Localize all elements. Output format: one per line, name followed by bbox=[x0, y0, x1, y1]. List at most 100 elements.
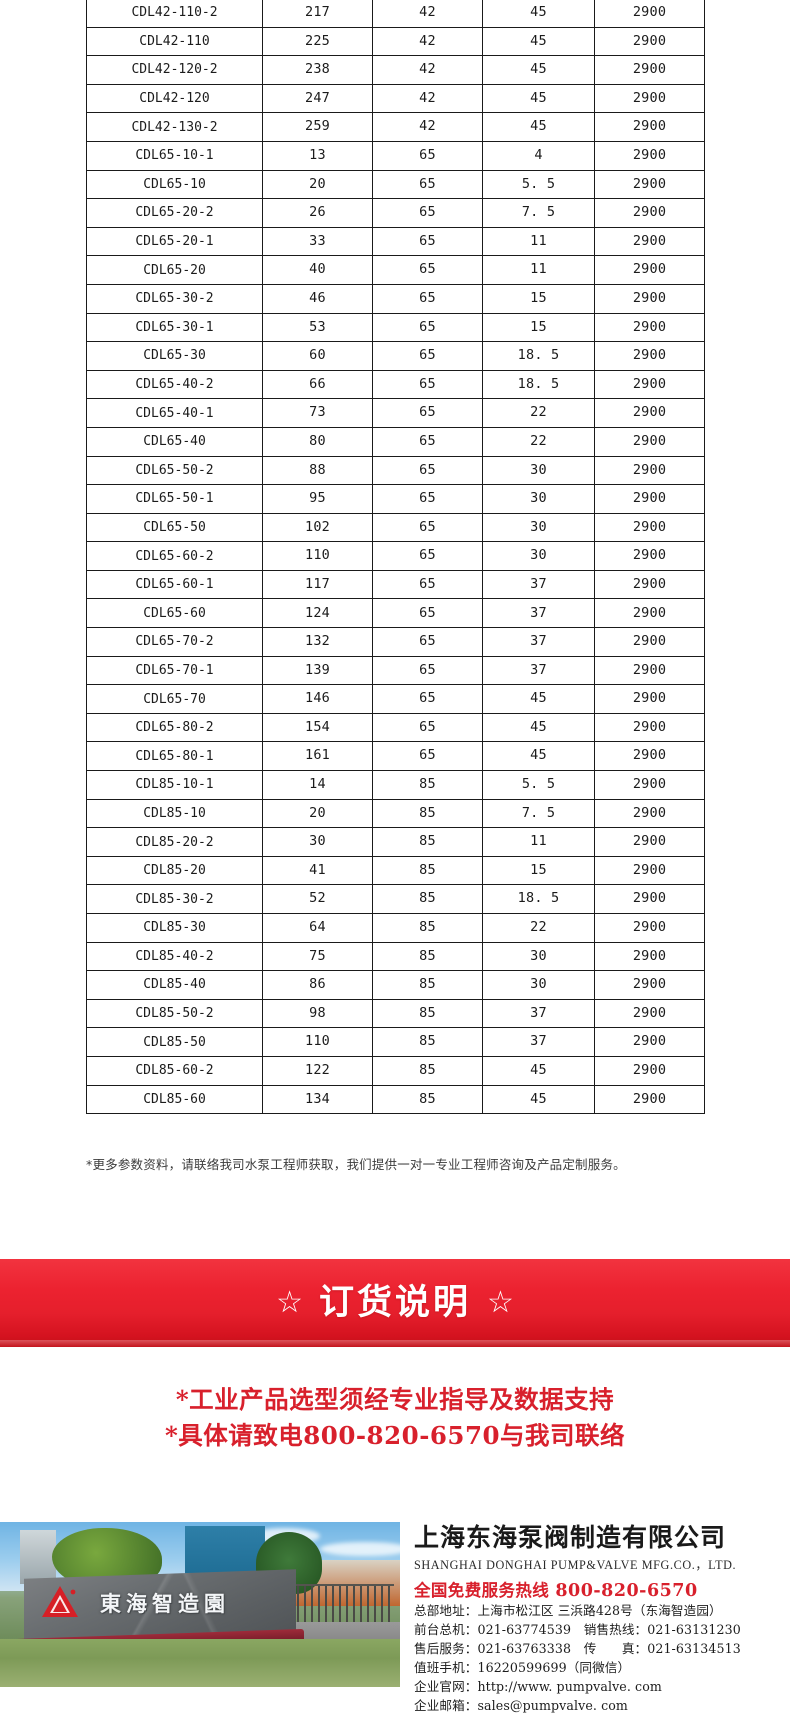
cell-model: CDL65-70 bbox=[86, 684, 263, 714]
table-row: CDL42-120 247 42 45 2900 bbox=[86, 83, 705, 114]
cell-value: 64 bbox=[262, 913, 373, 943]
cell-value: 18. 5 bbox=[482, 341, 595, 371]
cell-value: 45 bbox=[482, 0, 595, 28]
table-row: CDL65-10 20 65 5. 5 2900 bbox=[86, 169, 705, 200]
cell-value: 2900 bbox=[594, 569, 705, 600]
cell-value: 65 bbox=[372, 169, 483, 200]
table-row: CDL65-70 146 65 45 2900 bbox=[86, 684, 705, 714]
cell-model: CDL42-130-2 bbox=[86, 112, 263, 142]
cell-value: 124 bbox=[262, 598, 373, 629]
table-row: CDL65-70-1 139 65 37 2900 bbox=[86, 655, 705, 686]
photo-white-building bbox=[20, 1530, 56, 1584]
cell-value: 33 bbox=[262, 226, 373, 257]
cell-value: 146 bbox=[262, 684, 373, 714]
cell-model: CDL42-120 bbox=[86, 83, 263, 114]
table-row: CDL65-40-1 73 65 22 2900 bbox=[86, 398, 705, 428]
cell-value: 2900 bbox=[594, 484, 705, 514]
cell-value: 5. 5 bbox=[482, 770, 595, 800]
photo-sign-text: 東海智造園 bbox=[100, 1592, 230, 1616]
table-row: CDL65-80-1 161 65 45 2900 bbox=[86, 741, 705, 772]
page-footer: 東海智造園 上海东海泵阀制造有限公司 SHANGHAI DONGHAI PUMP… bbox=[0, 1522, 790, 1733]
cell-value: 15 bbox=[482, 283, 595, 314]
table-row: CDL85-40-2 75 85 30 2900 bbox=[86, 941, 705, 972]
cell-value: 45 bbox=[482, 112, 595, 142]
cell-value: 22 bbox=[482, 913, 595, 943]
cell-model: CDL65-50-1 bbox=[86, 484, 263, 514]
cell-value: 2900 bbox=[594, 426, 705, 457]
cell-value: 2900 bbox=[594, 255, 705, 285]
contact-website[interactable]: 企业官网：http://www. pumpvalve. com bbox=[414, 1679, 662, 1695]
cell-value: 65 bbox=[372, 255, 483, 285]
cell-value: 65 bbox=[372, 484, 483, 514]
order-note-line-1: *工业产品选型须经专业指导及数据支持 bbox=[175, 1385, 615, 1414]
cell-value: 2900 bbox=[594, 1084, 705, 1115]
cell-value: 2900 bbox=[594, 398, 705, 428]
cell-value: 2900 bbox=[594, 0, 705, 28]
cell-value: 85 bbox=[372, 913, 483, 943]
cell-value: 75 bbox=[262, 941, 373, 972]
cell-value: 30 bbox=[262, 827, 373, 857]
cell-value: 2900 bbox=[594, 369, 705, 400]
table-row: CDL65-40-2 66 65 18. 5 2900 bbox=[86, 369, 705, 400]
cell-value: 37 bbox=[482, 655, 595, 686]
cell-value: 11 bbox=[482, 255, 595, 285]
cell-model: CDL65-60 bbox=[86, 598, 263, 629]
table-footnote: *更多参数资料，请联络我司水泵工程师获取，我们提供一对一专业工程师咨询及产品定制… bbox=[86, 1157, 626, 1172]
cell-value: 95 bbox=[262, 484, 373, 514]
cell-value: 2900 bbox=[594, 55, 705, 85]
cell-value: 30 bbox=[482, 541, 595, 571]
cell-value: 80 bbox=[262, 426, 373, 457]
footer-contact-info: 上海东海泵阀制造有限公司 SHANGHAI DONGHAI PUMP&VALVE… bbox=[400, 1522, 790, 1733]
cell-value: 65 bbox=[372, 569, 483, 600]
cell-value: 46 bbox=[262, 283, 373, 314]
cell-value: 2900 bbox=[594, 312, 705, 343]
table-row: CDL42-110 225 42 45 2900 bbox=[86, 26, 705, 57]
cell-model: CDL85-60-2 bbox=[86, 1055, 263, 1086]
company-name-en: SHANGHAI DONGHAI PUMP&VALVE MFG.CO.，LTD. bbox=[414, 1557, 737, 1572]
cell-model: CDL65-70-1 bbox=[86, 655, 263, 686]
cell-value: 161 bbox=[262, 741, 373, 772]
cell-value: 2900 bbox=[594, 855, 705, 886]
cell-value: 65 bbox=[372, 455, 483, 486]
cell-model: CDL65-30 bbox=[86, 341, 263, 371]
star-icon-left: ☆ bbox=[276, 1286, 303, 1319]
cell-value: 37 bbox=[482, 598, 595, 629]
hotline-label: 全国免费服务热线 bbox=[414, 1580, 550, 1600]
cell-value: 2900 bbox=[594, 684, 705, 714]
cell-model: CDL65-30-2 bbox=[86, 283, 263, 314]
cell-value: 2900 bbox=[594, 283, 705, 314]
table-row: CDL85-20-2 30 85 11 2900 bbox=[86, 827, 705, 857]
cell-value: 7. 5 bbox=[482, 198, 595, 228]
cell-value: 22 bbox=[482, 426, 595, 457]
cell-model: CDL65-20-1 bbox=[86, 226, 263, 257]
cell-model: CDL65-50-2 bbox=[86, 455, 263, 486]
cell-model: CDL65-50 bbox=[86, 512, 263, 543]
cell-model: CDL65-10-1 bbox=[86, 140, 263, 171]
cell-value: 85 bbox=[372, 855, 483, 886]
cell-value: 20 bbox=[262, 169, 373, 200]
cell-value: 85 bbox=[372, 798, 483, 829]
cell-value: 65 bbox=[372, 684, 483, 714]
table-row: CDL85-20 41 85 15 2900 bbox=[86, 855, 705, 886]
table-row: CDL65-50-2 88 65 30 2900 bbox=[86, 455, 705, 486]
cell-value: 110 bbox=[262, 541, 373, 571]
cell-value: 15 bbox=[482, 312, 595, 343]
cell-value: 41 bbox=[262, 855, 373, 886]
cell-value: 2900 bbox=[594, 198, 705, 228]
cell-value: 45 bbox=[482, 83, 595, 114]
contact-email[interactable]: 企业邮箱：sales@pumpvalve. com bbox=[414, 1698, 628, 1714]
cell-value: 2900 bbox=[594, 112, 705, 142]
cell-value: 40 bbox=[262, 255, 373, 285]
table-row: CDL65-30-2 46 65 15 2900 bbox=[86, 283, 705, 314]
cell-model: CDL65-40-2 bbox=[86, 369, 263, 400]
cell-value: 65 bbox=[372, 398, 483, 428]
cell-value: 2900 bbox=[594, 1027, 705, 1057]
cell-value: 7. 5 bbox=[482, 798, 595, 829]
cell-value: 2900 bbox=[594, 226, 705, 257]
cell-value: 225 bbox=[262, 26, 373, 57]
table-row: CDL65-50 102 65 30 2900 bbox=[86, 512, 705, 543]
banner-inner: ☆ 订货说明 ☆ bbox=[276, 1285, 514, 1321]
table-row: CDL65-20 40 65 11 2900 bbox=[86, 255, 705, 285]
cell-value: 238 bbox=[262, 55, 373, 85]
hotline-number[interactable]: 800-820-6570 bbox=[555, 1580, 698, 1601]
